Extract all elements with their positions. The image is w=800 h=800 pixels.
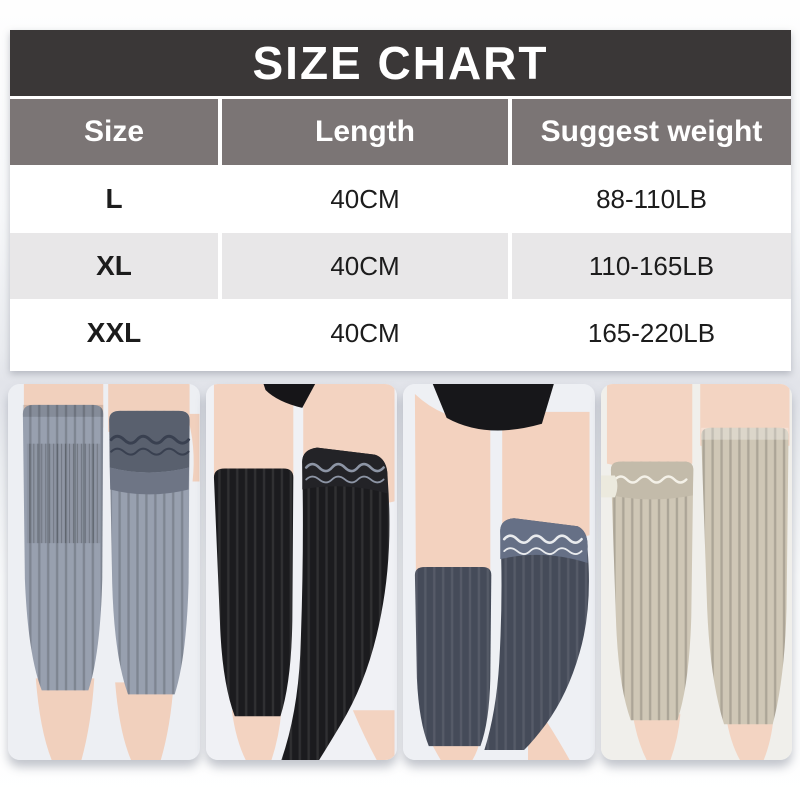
left-sleeve-rib-texture xyxy=(213,468,293,717)
wave-pattern xyxy=(304,475,385,484)
right-sleeve-under-band-cuff xyxy=(109,467,190,495)
left-calf-skin xyxy=(632,714,680,760)
table-row: L 40CM 88-110LB xyxy=(10,166,791,232)
beige-sleeves-illustration xyxy=(600,384,792,760)
size-chart-card: SIZE CHART Size Length Suggest weight L … xyxy=(10,30,791,371)
product-photo-strip xyxy=(8,384,792,760)
table-row: XXL 40CM 165-220LB xyxy=(10,300,791,366)
wave-pattern xyxy=(109,434,191,445)
product-photo-beige xyxy=(600,384,792,760)
right-calf-skin xyxy=(115,682,174,760)
wave-pattern xyxy=(613,475,688,484)
wave-pattern xyxy=(110,447,190,456)
product-photo-light-gray xyxy=(8,384,200,760)
left-sleeve-cuff xyxy=(22,404,104,417)
dark-gray-sleeves-illustration xyxy=(403,384,595,760)
wave-pattern xyxy=(503,547,583,555)
wave-pattern xyxy=(304,462,385,473)
right-sleeve-cuff xyxy=(700,427,789,440)
right-sleeve-rib-texture xyxy=(700,427,789,725)
product-photo-black xyxy=(205,384,397,760)
table-row: XL 40CM 110-165LB xyxy=(10,233,791,299)
hand-skin xyxy=(186,413,200,482)
right-sleeve-rib-texture xyxy=(280,447,389,760)
left-thigh-skin xyxy=(414,393,491,584)
black-sleeves-illustration xyxy=(205,384,397,760)
size-cell: L xyxy=(10,166,218,232)
size-cell: XXL xyxy=(10,300,218,366)
table-header-row: Size Length Suggest weight xyxy=(10,99,791,165)
left-thigh-skin xyxy=(606,384,692,469)
column-header-size: Size xyxy=(10,99,218,165)
right-sleeve-top-band xyxy=(109,410,190,473)
left-sleeve-rib-texture xyxy=(414,567,492,747)
right-calf-skin xyxy=(725,716,774,760)
column-header-weight: Suggest weight xyxy=(512,99,791,165)
left-sleeve-welt-texture xyxy=(26,443,101,544)
length-cell: 40CM xyxy=(222,166,508,232)
wave-pattern xyxy=(502,534,583,544)
weight-cell: 110-165LB xyxy=(512,233,791,299)
size-cell: XL xyxy=(10,233,218,299)
left-calf-skin xyxy=(35,678,95,760)
weight-cell: 165-220LB xyxy=(512,300,791,366)
left-thigh-skin xyxy=(213,384,293,485)
length-cell: 40CM xyxy=(222,233,508,299)
right-calf-skin xyxy=(352,710,395,760)
product-photo-dark-gray xyxy=(403,384,595,760)
left-sleeve-rib-texture xyxy=(610,461,693,721)
size-chart-title: SIZE CHART xyxy=(10,30,791,96)
length-cell: 40CM xyxy=(222,300,508,366)
right-sleeve-rib-texture xyxy=(484,518,589,751)
shorts-edge xyxy=(263,384,315,408)
weight-cell: 88-110LB xyxy=(512,166,791,232)
light-gray-sleeves-illustration xyxy=(8,384,200,760)
right-calf-skin xyxy=(528,720,570,760)
right-thigh-skin xyxy=(502,411,590,541)
left-calf-skin xyxy=(231,710,281,760)
fastening-strap xyxy=(600,475,617,498)
column-header-length: Length xyxy=(222,99,508,165)
shorts xyxy=(432,384,554,431)
